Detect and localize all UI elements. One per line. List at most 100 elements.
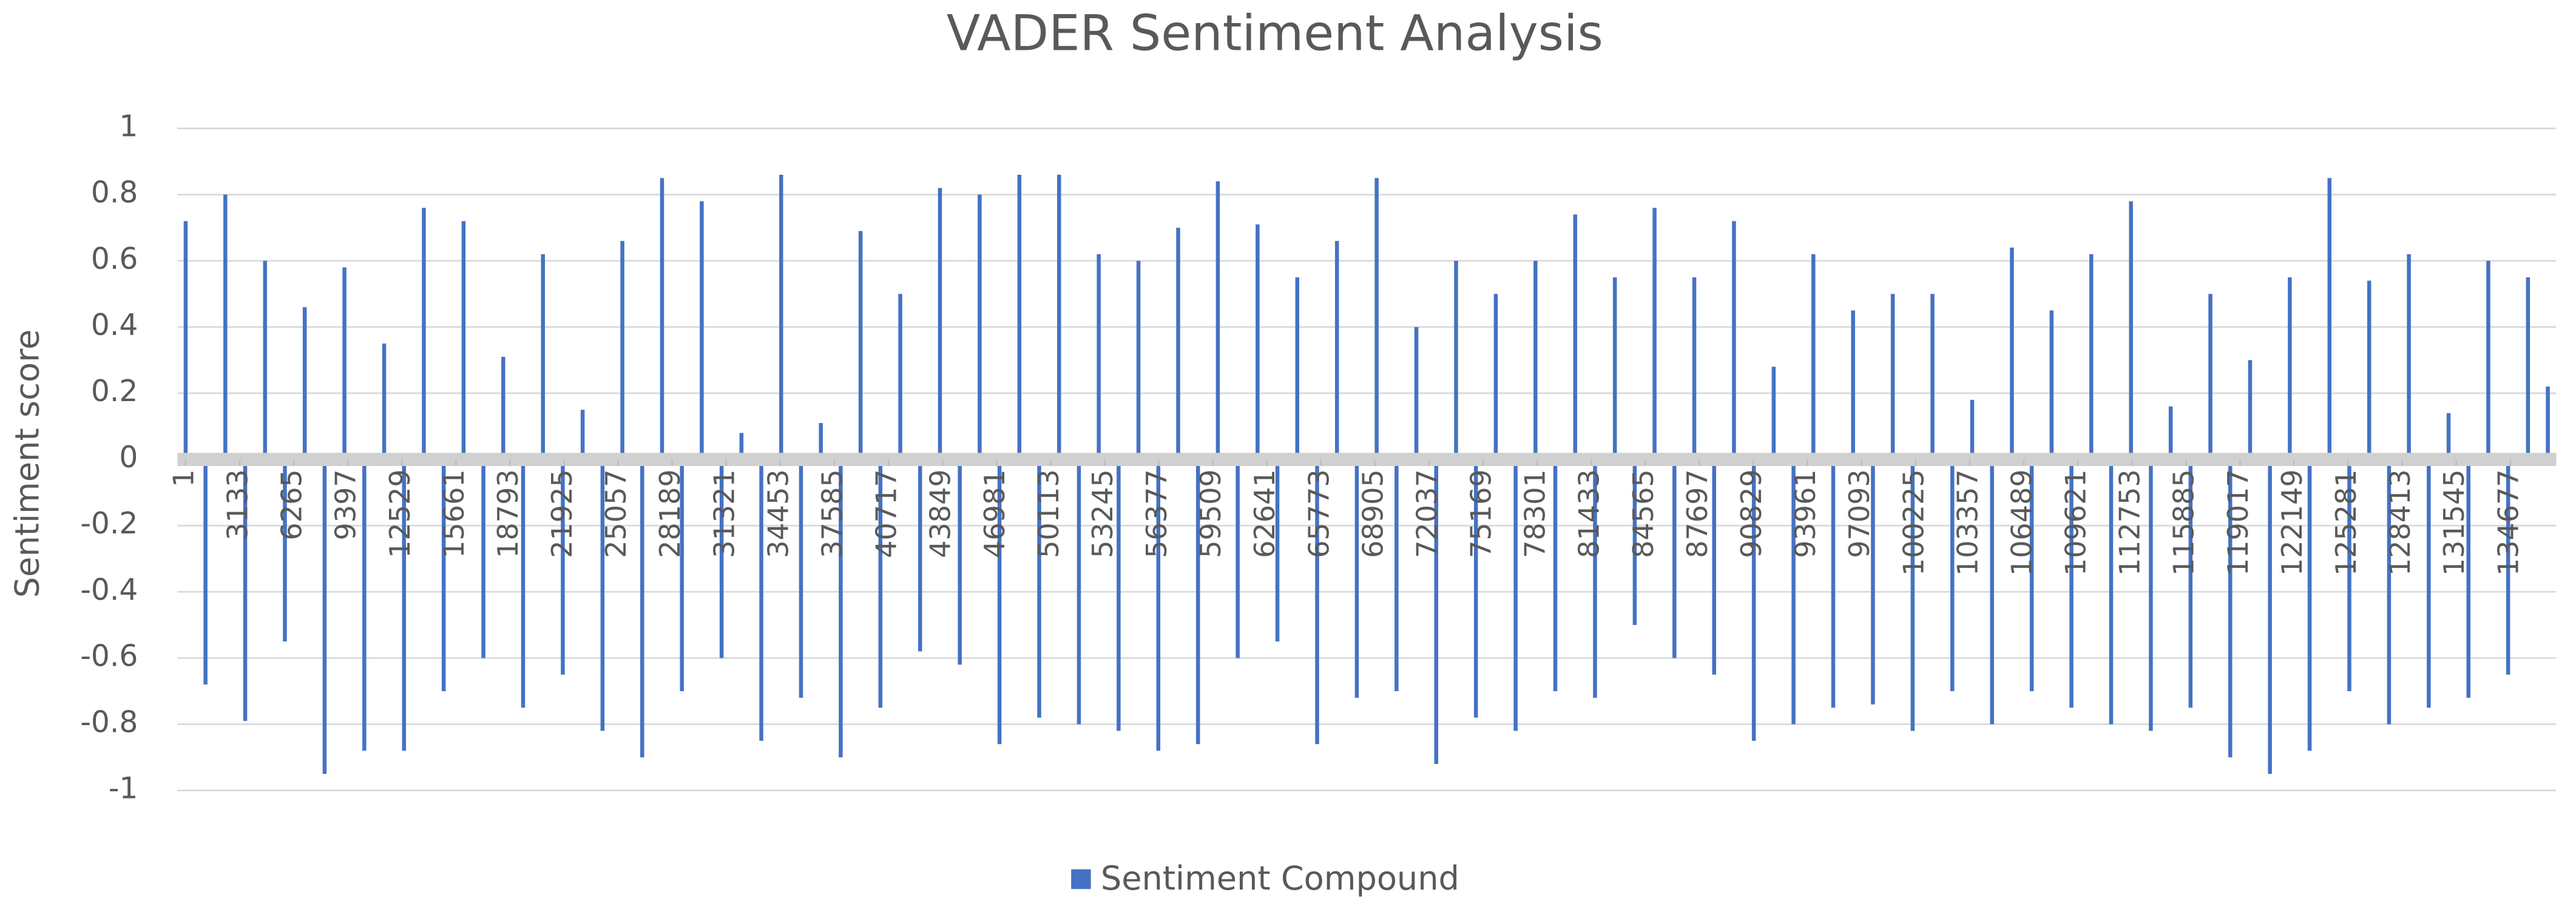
bar bbox=[2188, 459, 2193, 708]
bar bbox=[2010, 247, 2014, 460]
x-tick-label: 1 bbox=[167, 469, 200, 487]
x-tick-label: 78301 bbox=[1519, 469, 1552, 558]
x-tick-label: 106489 bbox=[2005, 469, 2038, 576]
x-tick-label: 12529 bbox=[384, 469, 416, 558]
bar bbox=[203, 459, 208, 685]
x-tick-label: 125281 bbox=[2330, 469, 2362, 576]
bar bbox=[898, 294, 902, 460]
bar bbox=[1573, 214, 1577, 460]
bar bbox=[779, 174, 783, 460]
x-tick-label: 119017 bbox=[2222, 469, 2254, 576]
x-tick-label: 68905 bbox=[1356, 469, 1389, 558]
bar bbox=[2149, 459, 2153, 731]
y-tick-label: -1 bbox=[109, 772, 138, 806]
bar bbox=[620, 241, 624, 460]
bar bbox=[1771, 367, 1776, 460]
bar bbox=[958, 459, 962, 665]
bar bbox=[1315, 459, 1319, 745]
bar bbox=[640, 459, 644, 758]
bar bbox=[2208, 294, 2213, 460]
bar bbox=[501, 357, 505, 460]
bar bbox=[1077, 459, 1081, 725]
x-tick-label: 59509 bbox=[1194, 469, 1227, 558]
bar bbox=[2427, 459, 2431, 708]
bar bbox=[481, 459, 485, 658]
bar bbox=[1295, 277, 1300, 460]
bar bbox=[2248, 360, 2253, 460]
bar bbox=[739, 433, 744, 460]
bar bbox=[759, 459, 763, 741]
x-tick-label: 25057 bbox=[600, 469, 632, 558]
bar bbox=[441, 459, 446, 691]
bar bbox=[1791, 459, 1796, 725]
x-tick-label: 100225 bbox=[1897, 469, 1930, 576]
bar bbox=[680, 459, 684, 691]
bar bbox=[1176, 228, 1180, 460]
legend-swatch bbox=[1071, 869, 1091, 890]
bar bbox=[1414, 326, 1419, 460]
bar bbox=[521, 459, 526, 708]
bar bbox=[1037, 459, 1041, 718]
bar bbox=[1473, 459, 1478, 718]
y-tick-label: -0.6 bbox=[80, 639, 138, 673]
bar bbox=[1434, 459, 1439, 764]
bar bbox=[1851, 310, 1855, 460]
bar bbox=[1236, 459, 1240, 658]
bar bbox=[1950, 459, 1955, 691]
bar bbox=[2367, 280, 2371, 460]
x-tick-label: 84565 bbox=[1627, 469, 1660, 558]
x-tick-label: 28189 bbox=[654, 469, 686, 558]
bar bbox=[580, 410, 585, 460]
bar bbox=[1692, 277, 1697, 460]
bar bbox=[1930, 294, 1935, 460]
x-tick-label: 37585 bbox=[816, 469, 848, 558]
bar bbox=[1593, 459, 1597, 698]
bar bbox=[1256, 224, 1260, 460]
x-tick-label: 97093 bbox=[1843, 469, 1876, 558]
bar bbox=[1990, 459, 1994, 725]
bar bbox=[1652, 208, 1657, 460]
y-axis-title: Sentiment score bbox=[8, 329, 46, 598]
bar bbox=[1970, 399, 1975, 460]
x-tick-label: 87697 bbox=[1681, 469, 1714, 558]
bar bbox=[1275, 459, 1280, 642]
bar bbox=[322, 459, 327, 774]
bar bbox=[1831, 459, 1836, 708]
bar bbox=[342, 267, 347, 460]
bar bbox=[2288, 277, 2292, 460]
bar bbox=[1493, 294, 1498, 460]
bar bbox=[2089, 254, 2094, 460]
x-tick-label: 103357 bbox=[1951, 469, 1984, 576]
x-tick-label: 15661 bbox=[438, 469, 470, 558]
bar bbox=[2466, 459, 2471, 698]
bar bbox=[1354, 459, 1359, 698]
bar bbox=[1454, 260, 1458, 460]
x-tick-label: 50113 bbox=[1032, 469, 1065, 558]
bar bbox=[997, 459, 1002, 745]
bar bbox=[719, 459, 724, 658]
bar bbox=[402, 459, 407, 751]
bar bbox=[978, 194, 982, 460]
bar bbox=[302, 307, 307, 460]
bar bbox=[2486, 260, 2490, 460]
bar bbox=[2228, 459, 2233, 758]
bar bbox=[600, 459, 605, 731]
bar bbox=[1056, 174, 1061, 460]
legend-label: Sentiment Compound bbox=[1101, 859, 1459, 897]
bar bbox=[561, 459, 565, 675]
y-tick-label: 0.8 bbox=[91, 176, 138, 210]
x-tick-label: 131545 bbox=[2438, 469, 2470, 576]
x-tick-label: 9397 bbox=[330, 469, 362, 540]
bar bbox=[2307, 459, 2312, 751]
bar bbox=[2327, 178, 2332, 460]
bar bbox=[1871, 459, 1875, 705]
bar bbox=[1910, 459, 1915, 731]
bar bbox=[1097, 254, 1101, 460]
x-tick-label: 53245 bbox=[1086, 469, 1119, 558]
bar bbox=[1811, 254, 1816, 460]
y-tick-label: 1 bbox=[119, 110, 138, 144]
bar bbox=[1215, 181, 1220, 460]
bar bbox=[2168, 406, 2173, 460]
x-tick-label: 112753 bbox=[2114, 469, 2146, 576]
x-tick-label: 21925 bbox=[546, 469, 578, 558]
